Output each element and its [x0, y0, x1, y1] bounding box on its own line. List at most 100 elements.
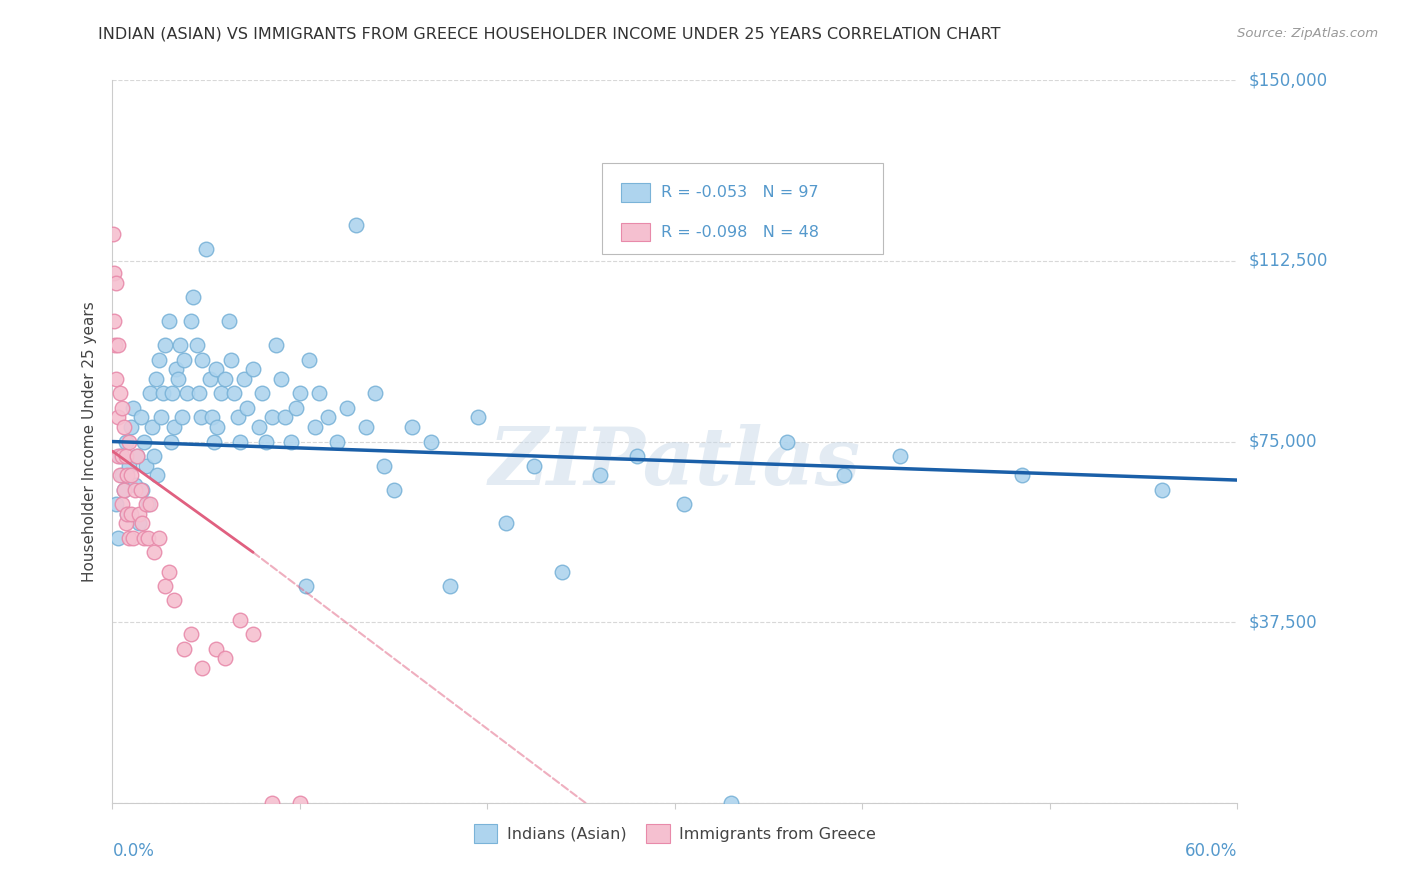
- Point: [589, 468, 612, 483]
- Point: [157, 565, 180, 579]
- Point: [209, 386, 232, 401]
- Point: [226, 410, 249, 425]
- Text: Source: ZipAtlas.com: Source: ZipAtlas.com: [1237, 27, 1378, 40]
- Point: [105, 497, 128, 511]
- Point: [120, 420, 142, 434]
- Point: [117, 507, 139, 521]
- Point: [191, 661, 214, 675]
- Point: [523, 458, 546, 473]
- Point: [163, 593, 186, 607]
- Point: [270, 372, 292, 386]
- Point: [326, 434, 349, 449]
- Legend: Indians (Asian), Immigrants from Greece: Indians (Asian), Immigrants from Greece: [467, 818, 883, 849]
- Point: [232, 372, 254, 386]
- Point: [401, 420, 423, 434]
- Point: [264, 338, 287, 352]
- Bar: [621, 183, 650, 202]
- Text: $75,000: $75,000: [1249, 433, 1317, 450]
- Point: [141, 420, 163, 434]
- Point: [229, 613, 252, 627]
- Point: [298, 352, 321, 367]
- Point: [180, 314, 202, 328]
- Point: [236, 401, 259, 415]
- Point: [125, 449, 148, 463]
- Point: [181, 290, 204, 304]
- Point: [148, 352, 170, 367]
- Point: [288, 386, 311, 401]
- Point: [134, 434, 156, 449]
- Point: [382, 483, 405, 497]
- Text: $37,500: $37,500: [1249, 613, 1317, 632]
- Point: [229, 434, 252, 449]
- Point: [114, 516, 136, 531]
- Point: [112, 420, 135, 434]
- Point: [145, 372, 167, 386]
- Point: [114, 449, 136, 463]
- Point: [214, 651, 236, 665]
- Point: [167, 372, 190, 386]
- Point: [720, 796, 742, 810]
- Point: [118, 458, 141, 473]
- Point: [190, 410, 212, 425]
- Y-axis label: Householder Income Under 25 years: Householder Income Under 25 years: [82, 301, 97, 582]
- Point: [111, 449, 134, 463]
- Point: [344, 218, 367, 232]
- Point: [135, 497, 157, 511]
- Point: [364, 386, 387, 401]
- Point: [260, 410, 283, 425]
- Point: [159, 434, 181, 449]
- Point: [202, 434, 225, 449]
- Point: [1011, 468, 1033, 483]
- Point: [104, 338, 127, 352]
- Point: [107, 338, 129, 352]
- Point: [139, 386, 162, 401]
- Point: [105, 372, 128, 386]
- Point: [165, 362, 187, 376]
- Point: [207, 420, 229, 434]
- Point: [169, 338, 191, 352]
- Point: [120, 468, 142, 483]
- Point: [191, 352, 214, 367]
- Point: [420, 434, 443, 449]
- Point: [163, 420, 186, 434]
- Text: R = -0.053   N = 97: R = -0.053 N = 97: [661, 185, 820, 200]
- Point: [260, 796, 283, 810]
- Point: [111, 468, 134, 483]
- Point: [294, 579, 316, 593]
- Point: [112, 483, 135, 497]
- Point: [120, 507, 142, 521]
- Point: [373, 458, 395, 473]
- Point: [889, 449, 911, 463]
- Point: [139, 497, 162, 511]
- Point: [124, 483, 146, 497]
- Point: [242, 627, 264, 641]
- Point: [274, 410, 297, 425]
- Point: [150, 410, 173, 425]
- Point: [673, 497, 696, 511]
- Point: [201, 410, 224, 425]
- Point: [128, 507, 150, 521]
- Point: [136, 497, 159, 511]
- Point: [467, 410, 489, 425]
- Point: [195, 242, 218, 256]
- Point: [180, 627, 202, 641]
- Point: [304, 420, 326, 434]
- Point: [252, 386, 274, 401]
- Point: [354, 420, 377, 434]
- Point: [285, 401, 308, 415]
- Point: [148, 531, 170, 545]
- Text: INDIAN (ASIAN) VS IMMIGRANTS FROM GREECE HOUSEHOLDER INCOME UNDER 25 YEARS CORRE: INDIAN (ASIAN) VS IMMIGRANTS FROM GREECE…: [98, 27, 1001, 42]
- Point: [157, 314, 180, 328]
- Point: [128, 516, 150, 531]
- Point: [152, 386, 174, 401]
- Point: [122, 531, 145, 545]
- Point: [112, 483, 135, 497]
- Point: [316, 410, 339, 425]
- Point: [153, 579, 176, 593]
- Point: [495, 516, 517, 531]
- Point: [122, 401, 145, 415]
- Point: [170, 410, 193, 425]
- Text: $150,000: $150,000: [1249, 71, 1327, 89]
- Point: [117, 468, 139, 483]
- Point: [114, 434, 136, 449]
